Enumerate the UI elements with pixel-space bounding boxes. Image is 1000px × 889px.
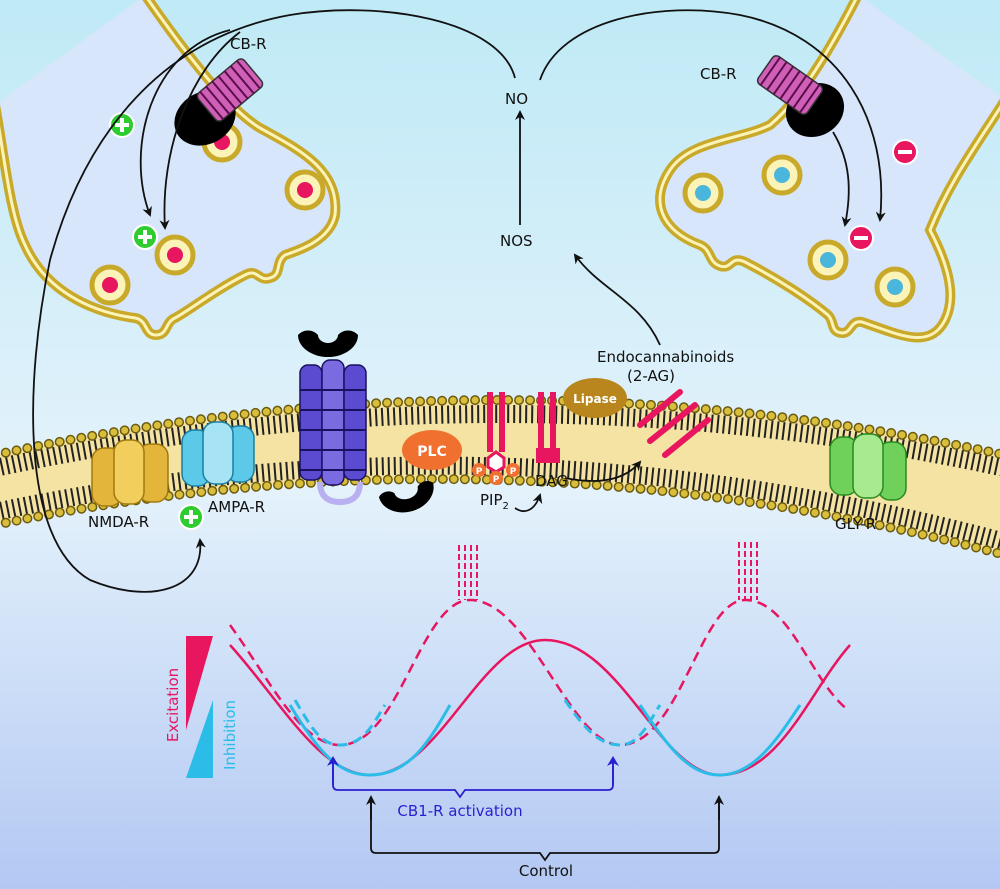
dag-lipid: DAG <box>535 392 568 490</box>
solid-inhibition-segment <box>288 704 452 777</box>
no-label: NO <box>505 90 528 108</box>
left-excite-arrow-1 <box>139 29 231 217</box>
vesicles-right <box>682 154 916 308</box>
vesicle <box>682 172 724 214</box>
excitation-wedge <box>186 636 213 730</box>
metabotropic-receptor <box>298 330 434 513</box>
no-to-right-arrow <box>539 9 886 222</box>
dashed-spikes <box>458 542 758 600</box>
lipase-label: Lipase <box>573 392 617 406</box>
nos-label: NOS <box>500 232 533 250</box>
minus-circle-icon <box>892 139 918 165</box>
nmda-r-label: NMDA-R <box>88 513 149 531</box>
pip2-label: PIP2 <box>480 491 509 512</box>
gly-r-label: GLY-R <box>835 515 876 533</box>
2ag-to-nos-arrow <box>573 253 661 346</box>
inhibition-wedge <box>186 700 213 778</box>
vesicle <box>284 169 326 211</box>
svg-text:P: P <box>476 467 483 477</box>
plc-enzyme: PLC <box>402 430 462 470</box>
no-to-ampa-arrow <box>32 9 516 593</box>
control-bracket <box>366 795 724 862</box>
phosphate-icon: P <box>472 463 486 477</box>
svg-text:P: P <box>510 467 517 477</box>
right-inhibit-arrow <box>832 131 852 227</box>
plus-circle-icon <box>178 504 204 530</box>
inhibition-label: Inhibition <box>221 700 239 770</box>
phosphate-icon: P <box>506 463 520 477</box>
2-ag-molecules <box>637 389 711 458</box>
dashed-inhibition-segment <box>293 699 387 747</box>
control-label: Control <box>519 862 573 880</box>
dashed-oscillation-curve <box>228 598 849 747</box>
solid-inhibition-segment <box>638 704 802 777</box>
cb-receptor-right: CB-R <box>700 55 845 138</box>
dag-to-2ag-arrow <box>564 460 642 482</box>
plc-label: PLC <box>417 444 446 460</box>
pip2-to-dag-arrow <box>514 493 543 512</box>
vesicle <box>89 264 131 306</box>
dashed-inhibition-segment <box>563 699 662 747</box>
cb-r-left-label: CB-R <box>230 35 267 53</box>
svg-text:P: P <box>493 475 500 485</box>
plus-circle-icon <box>132 224 158 250</box>
left-excite-arrow-2 <box>159 31 241 230</box>
cb1-activation-label: CB1-R activation <box>397 802 522 820</box>
pathway-arrows <box>32 9 886 593</box>
endocannabinoids-label: Endocannabinoids <box>597 348 734 366</box>
nmda-receptor: NMDA-R <box>88 439 169 531</box>
ampa-receptor: AMPA-R <box>181 421 265 516</box>
excitation-label: Excitation <box>164 668 182 742</box>
presynaptic-terminal-right <box>655 0 1000 343</box>
cb-r-right-label: CB-R <box>700 65 737 83</box>
cb-receptor-left: CB-R <box>174 35 267 146</box>
ampa-r-label: AMPA-R <box>208 498 265 516</box>
cb1-activation-bracket <box>327 756 619 799</box>
vesicle <box>761 154 803 196</box>
dag-label: DAG <box>535 472 568 490</box>
pip2-lipid: P P P PIP2 <box>472 392 520 512</box>
vesicle <box>874 266 916 308</box>
phosphate-icon: P <box>489 471 503 485</box>
minus-circle-icon <box>848 225 874 251</box>
lipase-enzyme: Lipase <box>563 378 627 418</box>
gly-receptor: GLY-R <box>829 433 907 533</box>
vesicle <box>807 239 849 281</box>
2-ag-label: (2-AG) <box>627 367 675 385</box>
vesicle <box>154 234 196 276</box>
